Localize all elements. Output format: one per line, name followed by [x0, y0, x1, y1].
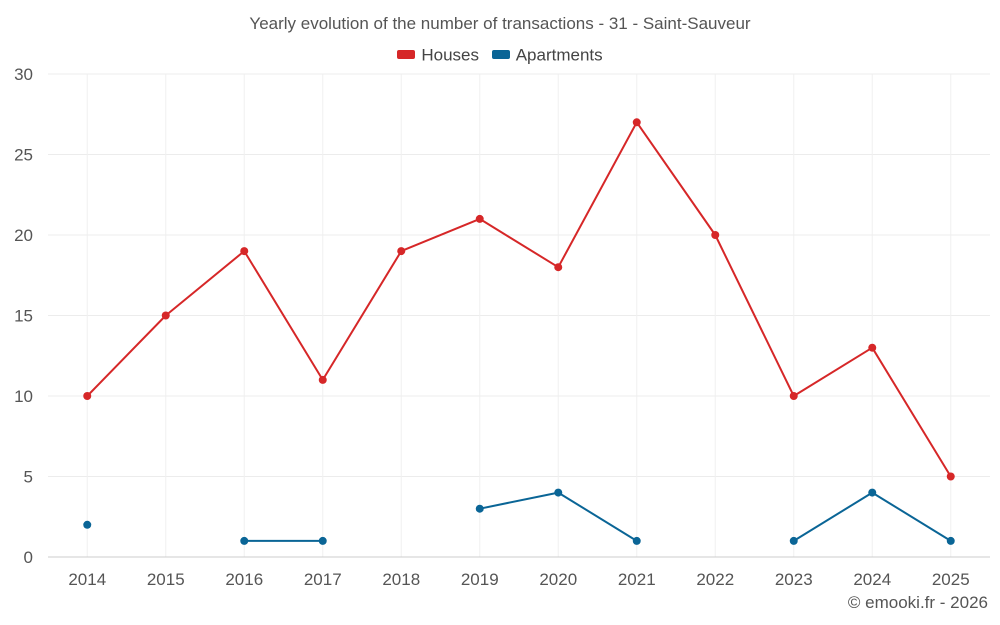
- x-tick-label: 2021: [618, 570, 656, 589]
- data-point-houses[interactable]: [397, 247, 406, 256]
- data-point-apartments[interactable]: [475, 504, 484, 513]
- data-point-apartments[interactable]: [318, 536, 327, 545]
- x-tick-label: 2024: [853, 570, 891, 589]
- data-point-houses[interactable]: [632, 118, 641, 127]
- data-point-apartments[interactable]: [789, 536, 798, 545]
- legend-swatch-apartments: [491, 50, 510, 60]
- data-point-houses[interactable]: [240, 247, 249, 256]
- y-tick-label: 25: [14, 146, 33, 165]
- data-point-apartments[interactable]: [83, 520, 92, 529]
- y-tick-label: 30: [14, 65, 33, 84]
- legend-item-houses[interactable]: Houses: [397, 45, 479, 66]
- x-tick-label: 2020: [539, 570, 577, 589]
- data-point-houses[interactable]: [318, 375, 327, 384]
- x-tick-label: 2016: [225, 570, 263, 589]
- data-point-houses[interactable]: [789, 392, 798, 400]
- x-tick-label: 2015: [147, 570, 185, 589]
- data-point-apartments[interactable]: [868, 488, 877, 497]
- x-tick-label: 2019: [461, 570, 499, 589]
- data-point-houses[interactable]: [83, 392, 92, 400]
- series-line-houses: [86, 121, 952, 478]
- credit-text: © emooki.fr - 2026: [847, 593, 988, 612]
- data-point-apartments[interactable]: [946, 536, 955, 545]
- data-point-houses[interactable]: [711, 231, 720, 239]
- data-point-apartments[interactable]: [240, 536, 249, 545]
- legend-swatch-houses: [397, 50, 416, 60]
- legend-item-apartments[interactable]: Apartments: [491, 45, 603, 66]
- y-tick-label: 5: [24, 468, 33, 487]
- x-tick-label: 2017: [304, 570, 342, 589]
- y-tick-label: 10: [14, 387, 33, 406]
- x-tick-label: 2025: [932, 570, 970, 589]
- x-tick-label: 2022: [696, 570, 734, 589]
- x-tick-label: 2018: [382, 570, 420, 589]
- data-point-houses[interactable]: [946, 472, 955, 481]
- legend-label-apartments: Apartments: [515, 45, 603, 65]
- legend: Houses Apartments: [0, 45, 1000, 66]
- x-tick-label: 2014: [68, 570, 106, 589]
- data-point-houses[interactable]: [554, 263, 563, 272]
- y-tick-label: 0: [24, 548, 33, 567]
- data-point-apartments[interactable]: [554, 488, 563, 497]
- legend-label-houses: Houses: [421, 45, 479, 65]
- data-point-apartments[interactable]: [632, 536, 641, 545]
- y-tick-label: 15: [14, 307, 33, 326]
- x-tick-label: 2023: [775, 570, 813, 589]
- data-point-houses[interactable]: [161, 311, 170, 320]
- chart-title: Yearly evolution of the number of transa…: [249, 14, 751, 33]
- data-point-houses[interactable]: [868, 343, 877, 352]
- y-tick-label: 20: [14, 226, 33, 245]
- data-point-houses[interactable]: [475, 214, 484, 223]
